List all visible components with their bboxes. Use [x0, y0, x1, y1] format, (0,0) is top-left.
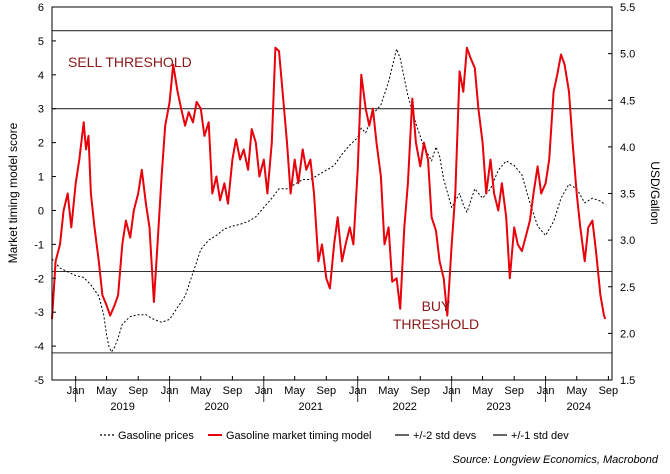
y-left-tick-label: -5: [34, 375, 44, 387]
x-tick-label: May: [190, 385, 211, 397]
y-right-tick-label: 2.5: [620, 282, 635, 294]
y-left-tick-label: 5: [38, 36, 44, 48]
x-tick-label: May: [96, 385, 117, 397]
legend-label: Gasoline prices: [118, 430, 194, 442]
y-right-tick-label: 3.5: [620, 189, 635, 201]
x-tick-label: May: [284, 385, 305, 397]
y-left-tick-label: 3: [38, 104, 44, 116]
y-left-tick-label: -2: [34, 273, 44, 285]
buy-threshold-label-line2: THRESHOLD: [393, 316, 479, 332]
x-year-label: 2020: [204, 401, 228, 413]
x-tick-label: Sep: [410, 385, 430, 397]
y-left-tick-label: -3: [34, 307, 44, 319]
y-right-tick-label: 1.5: [620, 375, 635, 387]
y-left-tick-label: -4: [34, 341, 44, 353]
legend-label: +/-1 std dev: [511, 430, 569, 442]
y-right-tick-label: 3.0: [620, 235, 635, 247]
x-tick-label: Sep: [128, 385, 148, 397]
y-left-tick-label: -1: [34, 239, 44, 251]
gasoline-prices-line: [51, 48, 606, 353]
market-timing-model-line: [51, 46, 607, 320]
y-right-tick-label: 5.5: [620, 2, 635, 14]
x-tick-label: May: [378, 385, 399, 397]
y-left-tick-label: 0: [38, 205, 44, 217]
y-axis-left-label: Market timing model score: [6, 122, 20, 263]
x-tick-label: Sep: [504, 385, 524, 397]
x-year-label: 2021: [299, 401, 323, 413]
x-year-label: 2022: [392, 401, 416, 413]
x-tick-label: Sep: [223, 385, 243, 397]
y-right-tick-label: 4.5: [620, 95, 635, 107]
legend-label: +/-2 std devs: [413, 430, 477, 442]
y-left-tick-label: 2: [38, 138, 44, 150]
x-tick-label: Sep: [599, 385, 619, 397]
x-tick-label: May: [566, 385, 587, 397]
buy-threshold-label-line1: BUY: [422, 298, 451, 314]
x-tick-label: May: [472, 385, 493, 397]
y-axis-right-label: USD/Gallon: [648, 161, 662, 224]
legend: Gasoline prices Gasoline market timing mo…: [100, 430, 569, 442]
source-note: Source: Longview Economics, Macrobond: [453, 454, 659, 466]
y-left-tick-label: 4: [38, 70, 44, 82]
x-year-label: 2024: [567, 401, 591, 413]
y-left-tick-label: 6: [38, 2, 44, 14]
y-right-tick-label: 2.0: [620, 328, 635, 340]
x-year-label: 2019: [110, 401, 134, 413]
y-right-tick-label: 4.0: [620, 142, 635, 154]
x-year-label: 2023: [486, 401, 510, 413]
x-tick-label: Sep: [317, 385, 337, 397]
y-right-tick-label: 5.0: [620, 49, 635, 61]
sell-threshold-label: SELL THRESHOLD: [68, 54, 192, 70]
y-left-tick-label: 1: [38, 172, 44, 184]
legend-label: Gasoline market timing model: [226, 430, 372, 442]
